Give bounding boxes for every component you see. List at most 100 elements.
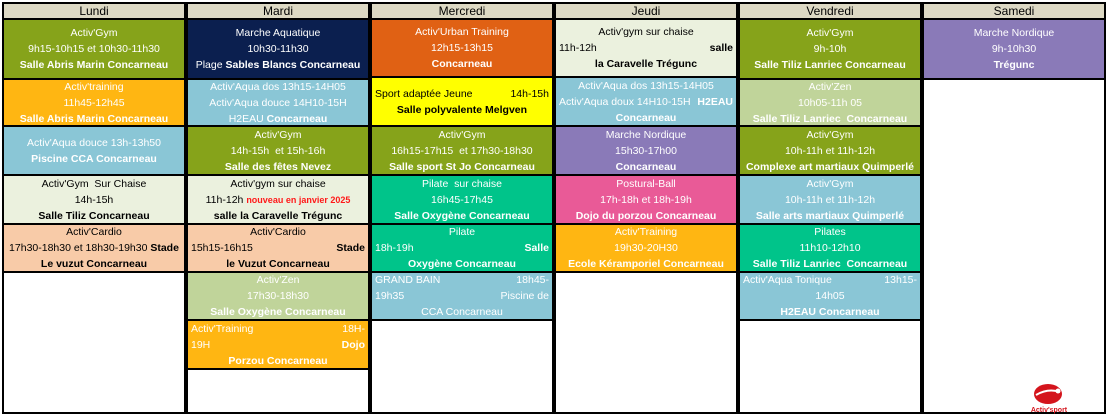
activity-cell: Activ'gym sur chaise 11h-12h nouveau en j… [188, 176, 368, 225]
cell-text: Stade [150, 242, 179, 254]
cell-line: Activ'Aqua doux 14H10-15H H2EAU [556, 94, 736, 110]
cell-text: 19h30-20H30 [614, 242, 678, 254]
cell-text: Activ'Zen [808, 80, 852, 93]
cell-line: Salle Abris Marin Concarneau [4, 57, 184, 73]
cell-text: Pilate [448, 226, 476, 238]
cell-line: Activ'Aqua douce 14H10-15H [188, 95, 368, 111]
cell-line: 10h30-11h30 [188, 41, 368, 57]
cell-text: Stade [336, 242, 365, 254]
day-column-jeudi: Jeudi Activ'gym sur chaise 11h-12h salle la … [554, 2, 738, 414]
cell-text: 10h-11h et 11h-12h [784, 144, 876, 157]
cell-text: le Vuzut Concarneau [226, 258, 330, 270]
cell-line: 19h35 Piscine de [372, 288, 552, 304]
cell-text: Salle Oxygène Concarneau [210, 306, 346, 318]
cell-line: Activ'Urban Training [372, 24, 552, 40]
cell-text: Dojo du porzou Concarneau [575, 209, 717, 222]
activity-cell: Pilate sur chaise 16h45-17h45 Salle Oxygèn… [372, 176, 552, 225]
cell-line: Salle Oxygène Concarneau [372, 208, 552, 224]
cell-text: Marche Nordique [973, 27, 1055, 39]
cell-line: 15h30-17h00 [556, 143, 736, 159]
cell-line: Plage Sables Blancs Concarneau [188, 57, 368, 73]
cell-text: Activ'Gym [806, 27, 854, 39]
cell-line: Salle Tiliz Concarneau [4, 208, 184, 224]
cell-text: Activ'Aqua Tonique [743, 274, 832, 286]
cell-text: Marche Nordique [605, 128, 687, 141]
cell-text: Activ'Gym Sur Chaise [41, 177, 147, 190]
cell-text: 16h15-17h15 et 17h30-18h30 [391, 144, 533, 157]
day-header: Jeudi [556, 4, 736, 20]
cell-line: 16h45-17h45 [372, 192, 552, 208]
cell-line: Dojo du porzou Concarneau [556, 208, 736, 224]
cell-line-part: Stade [336, 240, 365, 256]
cell-line: Activ'Aqua douce 13h-13h50 [4, 135, 184, 151]
cell-line-part: GRAND BAIN [375, 273, 440, 288]
cell-line: 14h05 [740, 288, 920, 304]
cell-line: 10h-11h et 11h-12h [740, 143, 920, 159]
cell-line: Activ'Aqua Tonique 13h15- [740, 273, 920, 288]
day-header: Vendredi [740, 4, 920, 20]
cell-text: 14h-15h [74, 193, 114, 206]
cell-text: Activ'Gym [254, 128, 302, 141]
cell-line-part: 14h-15h [510, 86, 549, 102]
cell-line: Concarneau [372, 56, 552, 72]
cell-line: Activ'Cardio [188, 225, 368, 240]
cell-text: Plage [195, 59, 226, 71]
cell-text: Activ'Gym [438, 128, 486, 141]
activity-cell: GRAND BAIN 18h45- 19h35 Piscine de CCA Conca… [372, 273, 552, 321]
cell-text: Concarneau [431, 58, 493, 70]
cell-line: Postural-Ball [556, 176, 736, 192]
activity-cell: Sport adaptée Jeune 14h-15h Salle polyvale… [372, 78, 552, 127]
cell-text: Concarneau [266, 112, 328, 125]
cell-line: 9h15-10h15 et 10h30-11h30 [4, 41, 184, 57]
cell-text: 11h10-12h10 [799, 242, 861, 254]
cell-text: 11h-12h [205, 193, 247, 206]
cell-line: Salle Tiliz Lanriec Concarneau [740, 256, 920, 271]
cell-line-part: Activ'Aqua doux 14H10-15H [559, 94, 691, 110]
cell-text: Ecole Kéramporiel Concarneau [568, 258, 724, 270]
cell-line: Ecole Kéramporiel Concarneau [556, 256, 736, 271]
cell-line: 9h-10h30 [924, 41, 1104, 57]
cell-line-part: Piscine de [501, 288, 549, 304]
cell-line-part: Sport adaptée Jeune [375, 86, 473, 102]
cell-text: Activ'training [64, 80, 124, 93]
cell-line: Piscine CCA Concarneau [4, 151, 184, 167]
cell-text: Salle Abris Marin Concarneau [19, 112, 169, 125]
cell-text: 17h30-18h30 [247, 290, 309, 302]
cell-line: Salle Oxygène Concarneau [188, 304, 368, 319]
cell-line-part: 18h-19h [375, 240, 414, 256]
cell-line: Activ'Gym [372, 127, 552, 143]
cell-line: Porzou Concarneau [188, 353, 368, 369]
activity-cell: Activ'Zen 17h30-18h30 Salle Oxygène Concar… [188, 273, 368, 321]
cell-text: 9h-10h [813, 43, 847, 55]
cell-line: H2EAU Concarneau [740, 304, 920, 319]
cell-line: Activ'training [4, 80, 184, 95]
cell-text: 11h45-12h45 [63, 96, 125, 109]
day-column-mardi: Mardi Marche Aquatique 10h30-11h30 Plage Sa… [186, 2, 370, 414]
cell-line: Activ'Aqua dos 13h15-14H05 [556, 78, 736, 94]
cell-line: 17h-18h et 18h-19h [556, 192, 736, 208]
activity-cell: Activ'Cardio 17h30-18h30 et 18h30-19h30 S… [4, 225, 184, 273]
cell-line: GRAND BAIN 18h45- [372, 273, 552, 288]
day-header: Mardi [188, 4, 368, 20]
cell-line-part: H2EAU [697, 94, 733, 110]
activity-cell: Activ'Aqua Tonique 13h15- 14h05 H2EAU Conca… [740, 273, 920, 321]
cell-text: 12h15-13h15 [431, 42, 493, 54]
cell-line: Activ'Gym [740, 127, 920, 143]
cell-text: 10h30-11h30 [247, 43, 309, 55]
cell-text: Activ'Zen [256, 274, 300, 286]
cell-line-part: 19H [191, 337, 210, 353]
cell-line-part: 15h15-16h15 [191, 240, 253, 256]
cell-text: Salle des fêtes Nevez [224, 160, 332, 173]
cell-line: Marche Aquatique [188, 25, 368, 41]
cell-line: Le vuzut Concarneau [4, 256, 184, 271]
cell-text: Oxygène Concarneau [408, 258, 516, 270]
cell-line: 14h-15h [4, 192, 184, 208]
cell-line: Pilate [372, 225, 552, 240]
cell-text: Sport adaptée Jeune [375, 87, 473, 100]
cell-line: Salle arts martiaux Quimperlé [740, 208, 920, 224]
cell-text: Salle polyvalente Melgven [396, 103, 528, 116]
activity-cell: Activ'Gym 16h15-17h15 et 17h30-18h30 Salle… [372, 127, 552, 176]
cell-text: Concarneau [615, 111, 677, 124]
cell-text: 14h-15h [510, 87, 549, 100]
cell-text: Postural-Ball [616, 177, 676, 190]
